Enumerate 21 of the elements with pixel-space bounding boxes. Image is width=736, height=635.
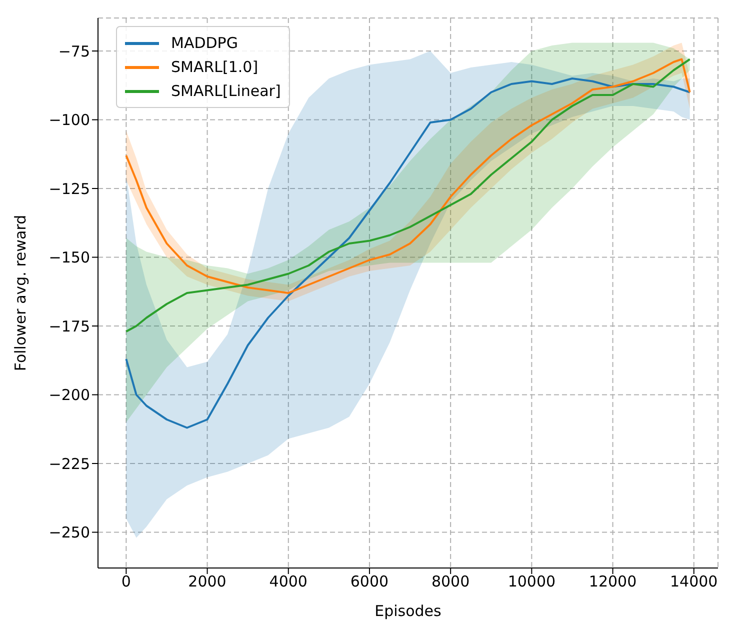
legend-label: SMARL[Linear] xyxy=(171,82,281,100)
y-tick-label: −150 xyxy=(48,248,90,267)
x-tick-label: 14000 xyxy=(670,572,718,591)
x-tick-label: 8000 xyxy=(431,572,470,591)
x-tick-label: 2000 xyxy=(188,572,226,591)
legend-label: SMARL[1.0] xyxy=(171,58,258,76)
y-axis-title: Follower avg. reward xyxy=(11,214,30,372)
y-tick-label: −125 xyxy=(48,180,90,198)
x-tick-label: 6000 xyxy=(350,572,389,591)
y-tick-label: −200 xyxy=(48,386,90,404)
y-tick-label: −75 xyxy=(58,42,90,60)
x-tick-label: 4000 xyxy=(269,572,308,591)
y-tick-label: −225 xyxy=(48,454,90,473)
x-tick-label: 10000 xyxy=(508,572,556,591)
x-axis-title: Episodes xyxy=(374,602,442,620)
y-tick-label: −250 xyxy=(48,524,90,542)
x-tick-label: 12000 xyxy=(588,572,637,591)
y-tick-label: −175 xyxy=(48,317,90,336)
x-tick-label: 0 xyxy=(121,572,131,591)
y-tick-label: −100 xyxy=(48,111,90,130)
legend-label: MADDPG xyxy=(171,34,238,52)
